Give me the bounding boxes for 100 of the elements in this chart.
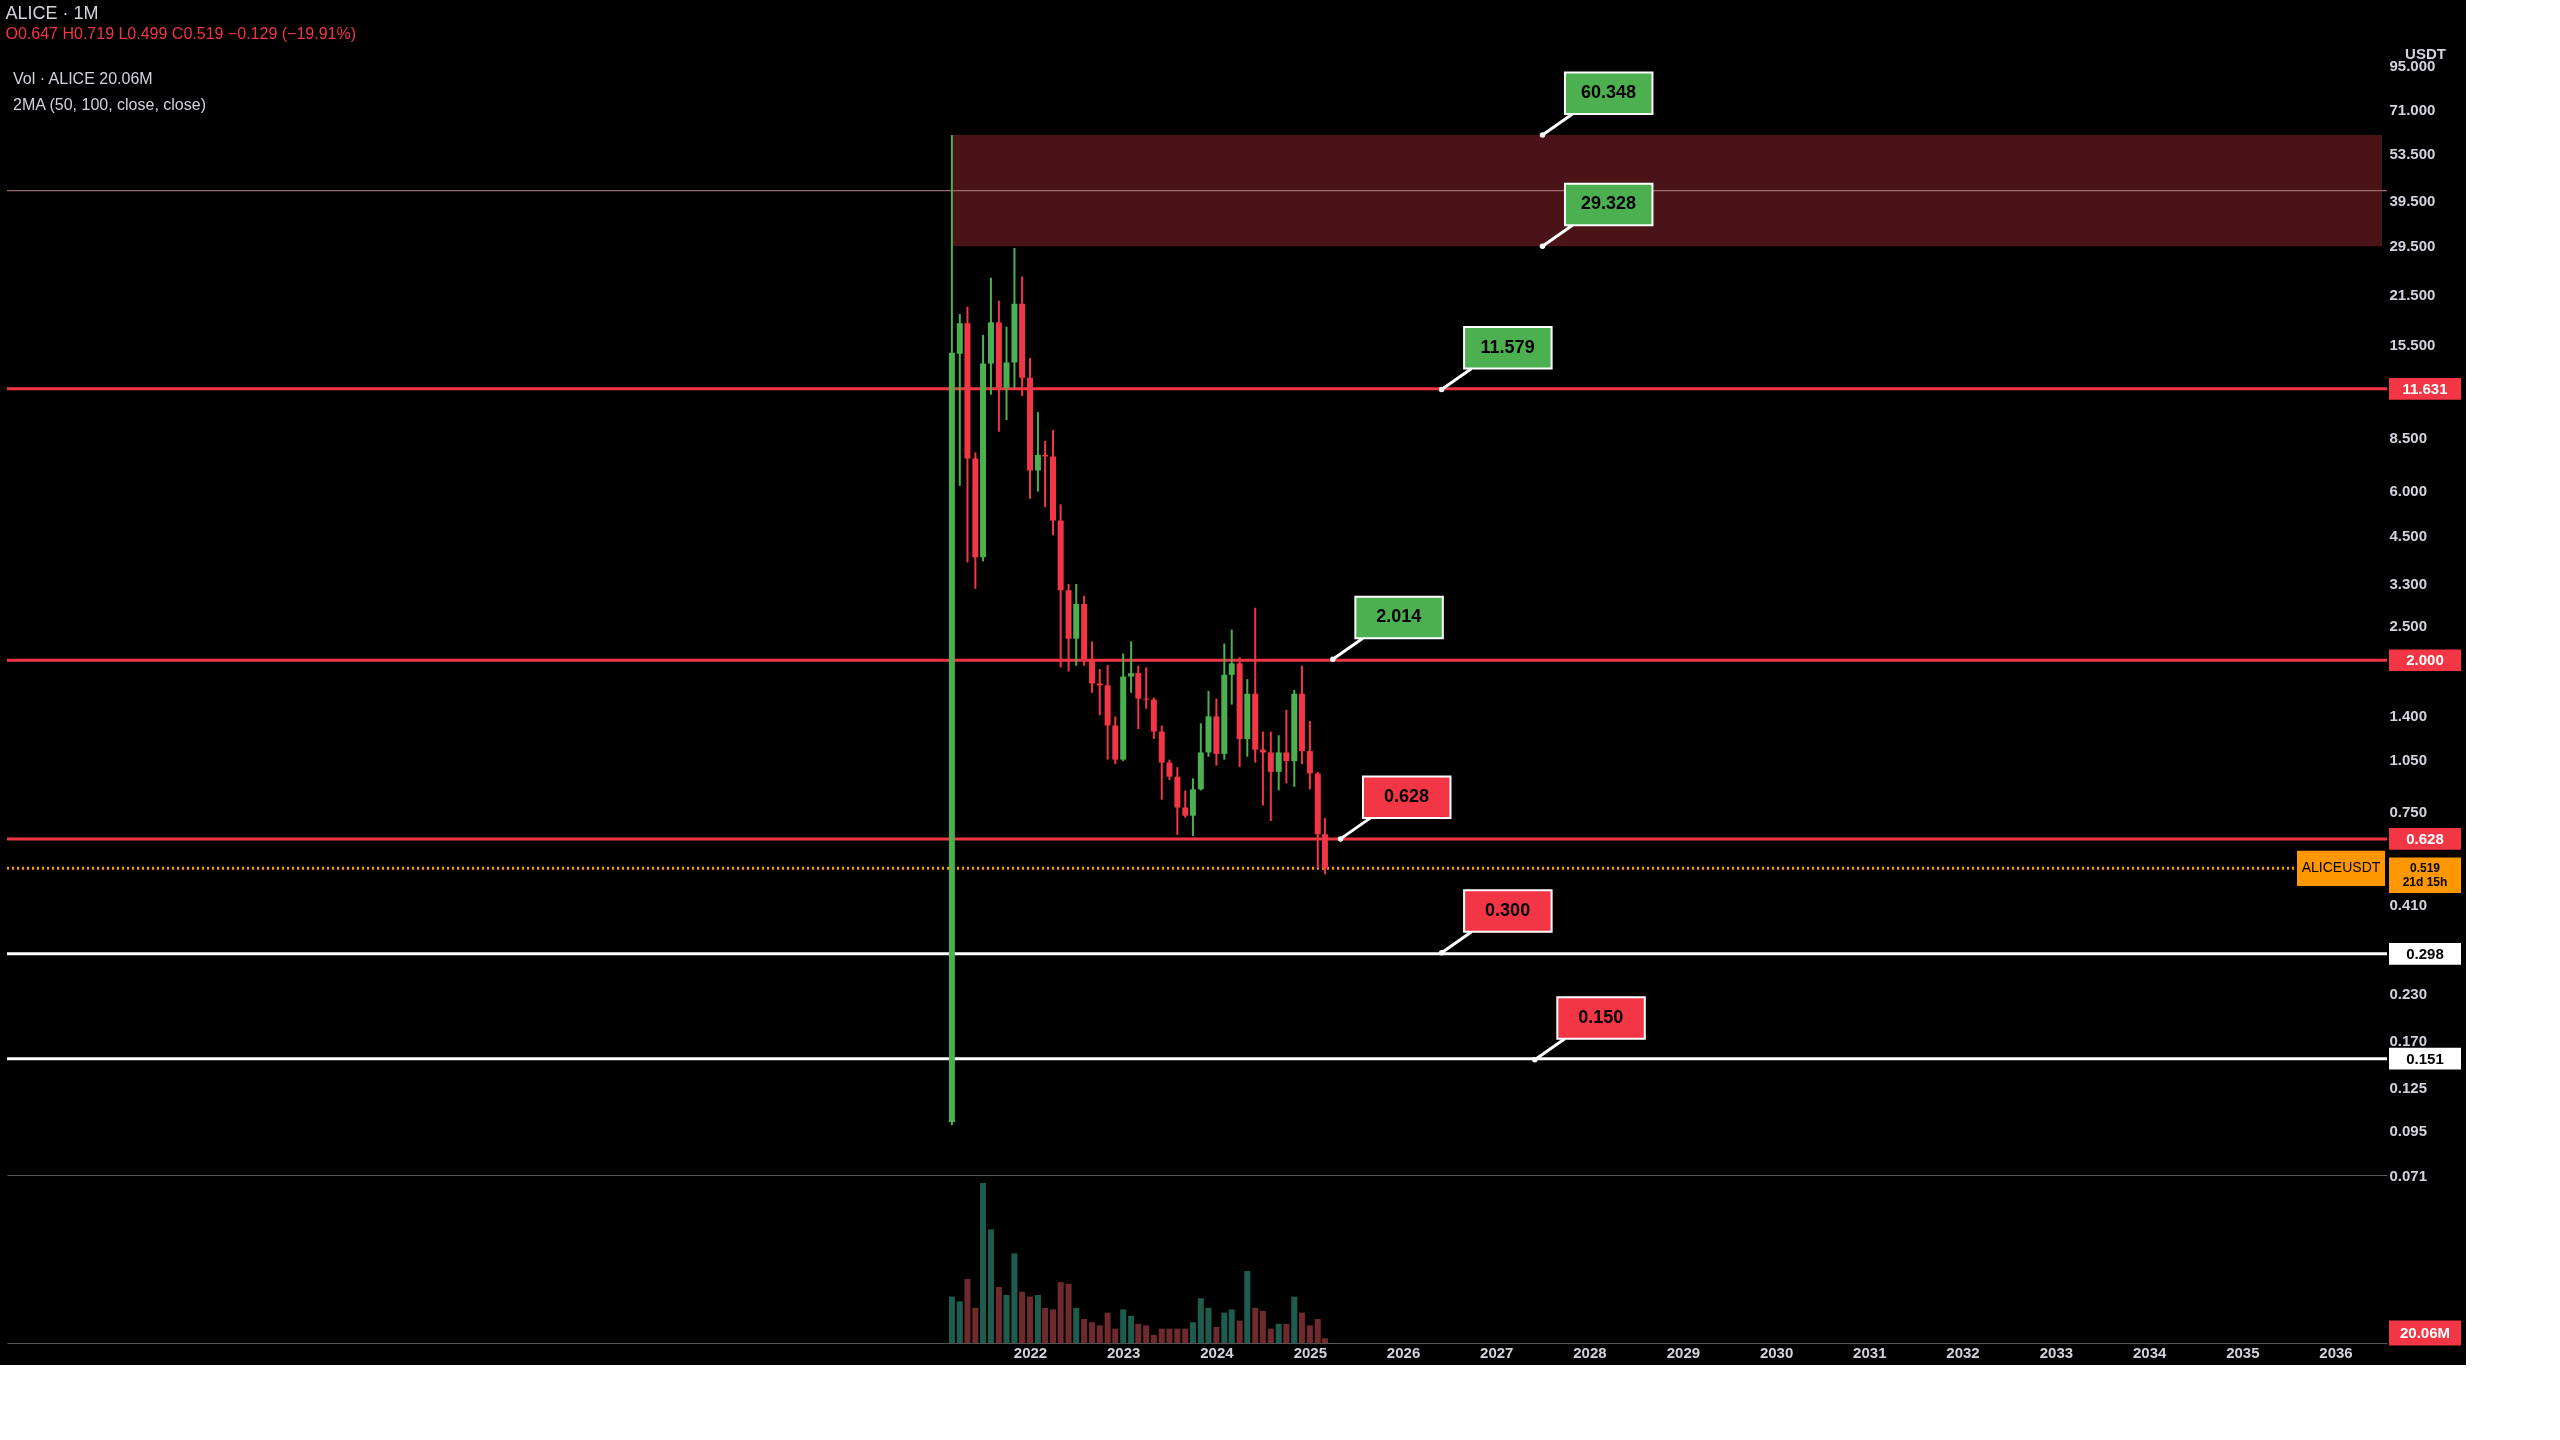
bar — [1283, 1323, 1290, 1343]
bar — [948, 1296, 955, 1343]
bar — [987, 1229, 994, 1343]
y-tick-label: 0.170 — [2389, 1031, 2428, 1049]
bar — [1150, 1335, 1157, 1343]
y-tick-label: 8.500 — [2389, 428, 2428, 446]
y-tick-label: 0.230 — [2389, 985, 2428, 1003]
y-tick-label: 3.300 — [2389, 574, 2428, 592]
x-tick-label: 2027 — [1480, 1343, 1514, 1361]
x-tick-label: 2033 — [2039, 1343, 2074, 1361]
annotation: 60.348 — [1580, 81, 1636, 102]
chart-title: ALICE · 1M — [5, 3, 99, 23]
chart-subtitle: O0.647 H0.719 L0.499 C0.519 −0.129 (−19.91%) — [5, 25, 356, 42]
y-tick-label: 0.410 — [2389, 896, 2428, 914]
candlestick — [1128, 640, 1135, 694]
annotation: 0.150 — [1578, 1006, 1624, 1027]
bar — [1182, 1328, 1189, 1343]
candlestick — [1182, 789, 1189, 819]
y-tick-label: 71.000 — [2389, 101, 2436, 119]
bar — [1089, 1322, 1096, 1343]
y-tick-label: 29.500 — [2389, 236, 2436, 254]
annotation: Vol · ALICE 20.06M — [13, 70, 153, 87]
annotation: 29.328 — [1580, 193, 1636, 214]
candlestick — [1267, 730, 1274, 823]
bar — [1291, 1296, 1298, 1343]
candlestick — [1283, 708, 1290, 785]
bar — [1034, 1295, 1041, 1343]
bar — [1042, 1307, 1049, 1343]
y-tick-label: 1.400 — [2389, 706, 2428, 724]
x-tick-label: 2022 — [1013, 1343, 1048, 1361]
bar — [1275, 1323, 1282, 1343]
bar — [972, 1307, 979, 1343]
bar — [995, 1287, 1002, 1343]
annotation: 0.628 — [1383, 785, 1430, 806]
y-tick-label: 4.500 — [2389, 526, 2428, 544]
bar — [1174, 1328, 1181, 1343]
bar — [1252, 1307, 1259, 1343]
x-tick-label: 2030 — [1759, 1343, 1794, 1361]
x-tick-label: 2028 — [1573, 1343, 1607, 1361]
x-tick-label: 2026 — [1386, 1343, 1421, 1361]
bar — [1259, 1311, 1266, 1343]
bar — [1189, 1322, 1196, 1343]
x-tick-label: 2035 — [2226, 1343, 2260, 1361]
bar — [1073, 1307, 1080, 1343]
candlestick — [1306, 719, 1313, 791]
bar — [1228, 1309, 1235, 1343]
bar — [1057, 1282, 1064, 1343]
ref-line-label: 0.519 21d 15h — [2402, 861, 2448, 890]
y-tick-label: 0.071 — [2389, 1166, 2428, 1184]
bar — [1213, 1327, 1220, 1343]
bar — [1081, 1319, 1088, 1343]
bar — [1120, 1309, 1127, 1343]
bar — [980, 1183, 987, 1343]
bar — [1298, 1312, 1305, 1343]
y-tick-label: 1.050 — [2389, 751, 2428, 769]
ref-line-label: 0.628 — [2406, 829, 2444, 847]
y-tick-label: 21.500 — [2389, 285, 2436, 303]
candlestick — [1166, 758, 1173, 782]
bar — [1306, 1325, 1313, 1343]
y-tick-label: 0.750 — [2389, 803, 2428, 821]
bar — [1135, 1323, 1142, 1343]
ref-line-label: 2.000 — [2406, 651, 2444, 669]
bar — [964, 1279, 971, 1343]
bar — [1027, 1296, 1034, 1343]
y-tick-label: 6.000 — [2389, 482, 2428, 500]
ref-line-label: 0.151 — [2406, 1049, 2444, 1067]
candlestick — [1228, 628, 1235, 706]
x-tick-label: 2029 — [1666, 1343, 1701, 1361]
bar — [1244, 1271, 1251, 1343]
y-axis-title: USDT — [2405, 44, 2446, 62]
x-tick-label: 2024 — [1200, 1343, 1235, 1361]
x-tick-label: 2023 — [1107, 1343, 1141, 1361]
bar — [956, 1301, 963, 1343]
bar — [1128, 1315, 1135, 1343]
ref-line-label: 11.631 — [2402, 379, 2448, 397]
x-tick-label: 2025 — [1293, 1343, 1328, 1361]
y-tick-label: 53.500 — [2389, 145, 2436, 163]
bar — [1236, 1320, 1243, 1343]
bar — [1019, 1291, 1026, 1343]
bar — [1049, 1309, 1056, 1343]
x-tick-label: 2034 — [2132, 1343, 2167, 1361]
x-tick-label: 2032 — [1946, 1343, 1980, 1361]
y-tick-label: 0.095 — [2389, 1121, 2428, 1139]
annotation: ALICEUSDT — [2301, 859, 2381, 876]
bar — [1065, 1283, 1072, 1343]
bar — [1143, 1325, 1150, 1343]
ref-line-label: 0.298 — [2406, 944, 2444, 962]
y-tick-label: 39.500 — [2389, 191, 2436, 209]
text: 20.06M — [2399, 1324, 2451, 1341]
bar — [1096, 1325, 1103, 1343]
candlestick — [1275, 734, 1282, 792]
x-tick-label: 2036 — [2319, 1343, 2353, 1361]
bar — [1267, 1328, 1274, 1343]
y-tick-label: 15.500 — [2389, 336, 2436, 354]
candlestick — [1143, 666, 1150, 710]
y-tick-label: 2.500 — [2389, 617, 2428, 635]
y-tick-label: 0.125 — [2389, 1079, 2428, 1097]
annotation: 0.300 — [1485, 899, 1531, 920]
bar — [1221, 1312, 1228, 1343]
annotation: 11.579 — [1480, 336, 1535, 357]
